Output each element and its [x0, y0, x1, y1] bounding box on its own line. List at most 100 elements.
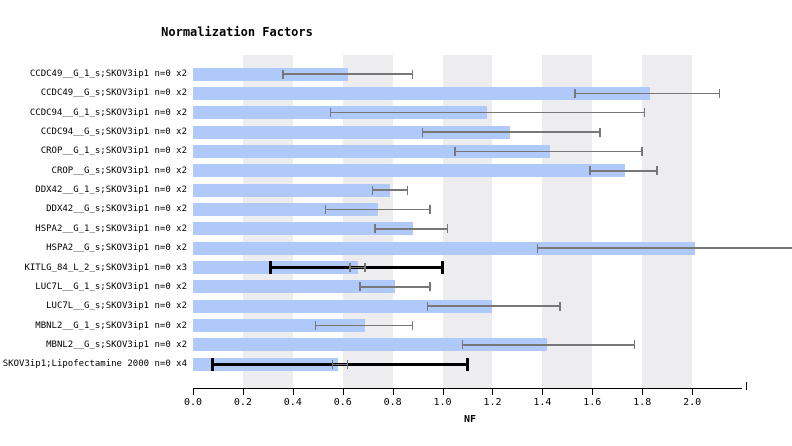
error-bar: [574, 92, 720, 95]
error-bar: [375, 228, 448, 230]
error-bar-cap: [324, 204, 326, 214]
error-bar-cap: [429, 282, 431, 292]
x-tick-label: 0.2: [233, 397, 252, 408]
error-bar-cap: [349, 263, 351, 272]
x-tick-label: 2.0: [683, 397, 702, 408]
error-bar-cap: [411, 69, 414, 79]
bar: [193, 222, 413, 236]
error-bar-cap: [656, 166, 658, 176]
error-bar-cap: [574, 88, 576, 98]
error-bar: [427, 305, 560, 307]
row-label: CCDC49__G_1_s;SKOV3ip1 n=0 x2: [29, 69, 187, 79]
error-bar-cap: [364, 263, 366, 272]
bar: [193, 241, 695, 255]
row-label: HSPA2__G_s;SKOV3ip1 n=0 x2: [46, 243, 187, 254]
error-bar: [455, 150, 643, 153]
x-tick: [292, 389, 294, 395]
x-tick-label: 1.2: [483, 397, 502, 408]
x-tick: [392, 389, 394, 395]
bar: [193, 280, 396, 294]
error-bar: [350, 266, 366, 269]
chart-title: Normalization Factors: [161, 25, 313, 39]
bar: [193, 67, 348, 81]
x-tick: [542, 389, 544, 395]
error-bar-cap: [536, 243, 539, 253]
row-label: SKOV3ip1;Lipofectamine 2000 n=0 x4: [2, 359, 187, 370]
error-bar-cap: [329, 108, 331, 118]
error-bar-cap: [426, 301, 429, 311]
error-bar: [315, 324, 413, 327]
bar: [193, 202, 378, 216]
bar: [193, 183, 391, 197]
error-bar: [422, 131, 600, 133]
row-label: CCDC49__G_s;SKOV3ip1 n=0 x2: [40, 88, 187, 99]
x-tick-label: 1.0: [433, 397, 452, 408]
x-tick-label: 1.6: [583, 397, 602, 408]
x-tick: [692, 389, 694, 395]
error-bar-cap: [406, 185, 409, 195]
error-bar: [360, 286, 431, 288]
bar: [193, 164, 625, 178]
x-tick-label: 1.8: [633, 397, 652, 408]
error-bar-cap: [559, 301, 561, 311]
x-tick: [342, 389, 344, 395]
error-bar: [330, 111, 645, 114]
error-bar-cap: [371, 185, 374, 195]
error-bar-cap: [429, 204, 431, 214]
bar: [193, 338, 548, 352]
bold-error-bar-cap: [268, 261, 272, 274]
x-tick-label: 0.8: [383, 397, 402, 408]
error-bar-cap: [421, 127, 424, 137]
error-bar-cap: [643, 108, 646, 118]
x-tick-label: 1.4: [533, 397, 552, 408]
row-label: MBNL2__G_s;SKOV3ip1 n=0 x2: [46, 339, 187, 350]
plot-area: [193, 55, 792, 388]
x-tick: [242, 389, 244, 395]
row-label: KITLG_84_L_2_s;SKOV3ip1 n=0 x3: [24, 262, 187, 273]
bar: [193, 144, 550, 158]
error-bar-cap: [454, 146, 456, 156]
row-label: HSPA2__G_1_s;SKOV3ip1 n=0 x2: [35, 223, 187, 234]
error-bar: [589, 170, 658, 172]
x-tick-label: 0.0: [183, 397, 203, 408]
row-label: DDX42__G_s;SKOV3ip1 n=0 x2: [46, 204, 187, 215]
error-bar-cap: [359, 282, 361, 292]
row-label: CROP__G_1_s;SKOV3ip1 n=0 x2: [40, 146, 187, 157]
bar: [193, 319, 366, 333]
category-axis-labels: CCDC49__G_1_s;SKOV3ip1 n=0 x2 CCDC49__G_s…: [0, 55, 187, 388]
row-label: CROP__G_s;SKOV3ip1 n=0 x2: [51, 165, 187, 176]
row-label: MBNL2__G_1_s;SKOV3ip1 n=0 x2: [35, 320, 187, 331]
bar: [193, 125, 510, 139]
x-axis-end-tick: [746, 382, 747, 390]
bar: [193, 299, 493, 313]
x-tick: [642, 389, 644, 395]
error-bar-cap: [599, 127, 601, 137]
error-bar-cap: [589, 166, 591, 176]
bold-error-bar-cap: [441, 261, 445, 274]
error-bar-cap: [718, 88, 721, 98]
x-axis-title: NF: [463, 414, 477, 425]
x-tick: [592, 389, 594, 395]
error-bar: [325, 208, 431, 211]
x-tick-label: 0.4: [283, 397, 302, 408]
x-tick-label: 0.6: [333, 397, 352, 408]
error-bar: [537, 247, 792, 249]
error-bar: [372, 189, 408, 191]
row-label: DDX42__G_1_s;SKOV3ip1 n=0 x2: [35, 185, 187, 196]
x-axis-line: [193, 388, 742, 389]
error-bar-cap: [374, 224, 376, 234]
row-label: LUC7L__G_s;SKOV3ip1 n=0 x2: [46, 301, 187, 312]
error-bar-cap: [346, 359, 349, 369]
error-bar: [332, 363, 348, 365]
bar: [193, 86, 650, 100]
error-bar-cap: [446, 224, 449, 234]
error-bar: [282, 73, 413, 75]
error-bar-cap: [633, 340, 636, 350]
error-bar-cap: [314, 321, 317, 331]
error-bar-cap: [331, 359, 334, 369]
error-bar-cap: [282, 69, 284, 79]
x-tick: [193, 389, 194, 395]
x-tick: [442, 389, 444, 395]
row-label: CCDC94__G_s;SKOV3ip1 n=0 x2: [40, 127, 187, 138]
